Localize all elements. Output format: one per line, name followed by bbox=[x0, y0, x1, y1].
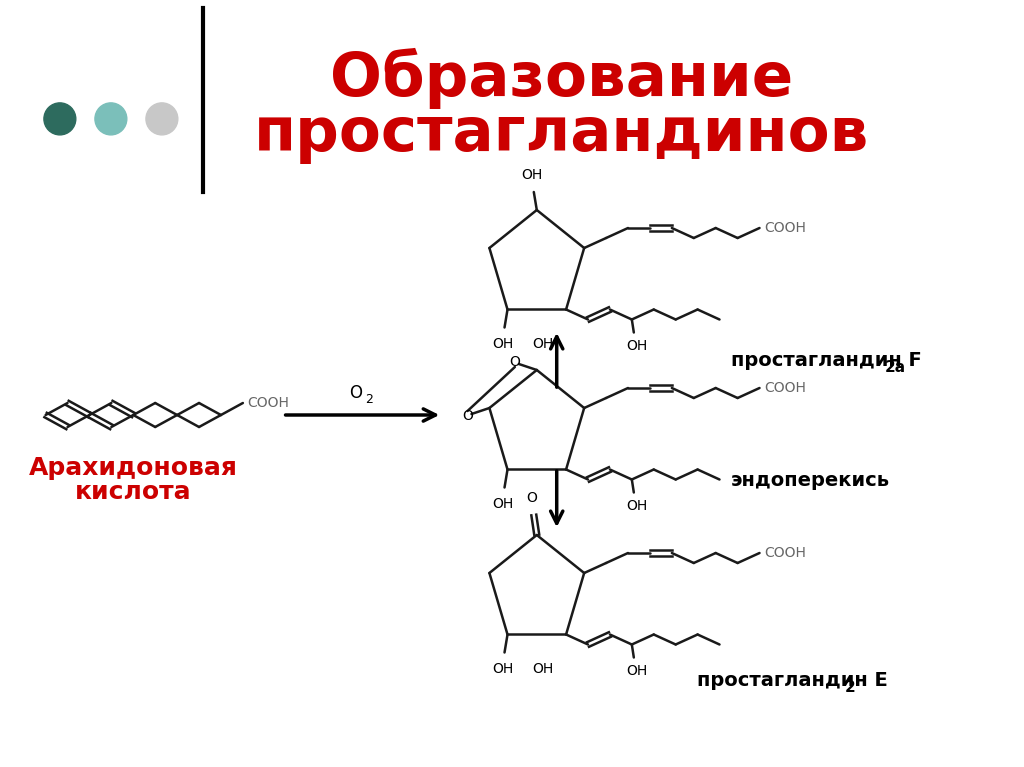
Text: COOH: COOH bbox=[765, 221, 806, 235]
Text: простагландин F: простагландин F bbox=[731, 351, 922, 370]
Text: 2: 2 bbox=[366, 393, 374, 406]
Text: OH: OH bbox=[531, 663, 553, 676]
Circle shape bbox=[44, 103, 76, 135]
Text: OH: OH bbox=[627, 499, 647, 513]
Text: эндоперекись: эндоперекись bbox=[731, 470, 890, 489]
Text: OH: OH bbox=[492, 663, 513, 676]
Text: кислота: кислота bbox=[75, 480, 191, 504]
Text: 2а: 2а bbox=[885, 360, 905, 376]
Text: O: O bbox=[462, 409, 473, 423]
Text: OH: OH bbox=[492, 498, 513, 512]
Text: O: O bbox=[509, 355, 520, 369]
Text: COOH: COOH bbox=[765, 546, 806, 560]
Circle shape bbox=[146, 103, 178, 135]
Text: COOH: COOH bbox=[247, 396, 289, 410]
Text: OH: OH bbox=[492, 337, 513, 351]
Text: O: O bbox=[349, 384, 361, 402]
Text: O: O bbox=[526, 491, 538, 505]
Text: Арахидоновая: Арахидоновая bbox=[29, 456, 238, 480]
Text: простагландин Е: простагландин Е bbox=[697, 670, 888, 690]
Text: OH: OH bbox=[521, 168, 543, 182]
Text: простагландинов: простагландинов bbox=[254, 105, 869, 164]
Text: OH: OH bbox=[627, 664, 647, 679]
Text: Образование: Образование bbox=[330, 48, 794, 109]
Text: COOH: COOH bbox=[765, 381, 806, 395]
Text: OH: OH bbox=[531, 337, 553, 351]
Text: OH: OH bbox=[627, 340, 647, 354]
Text: 2: 2 bbox=[845, 680, 855, 696]
Circle shape bbox=[95, 103, 127, 135]
